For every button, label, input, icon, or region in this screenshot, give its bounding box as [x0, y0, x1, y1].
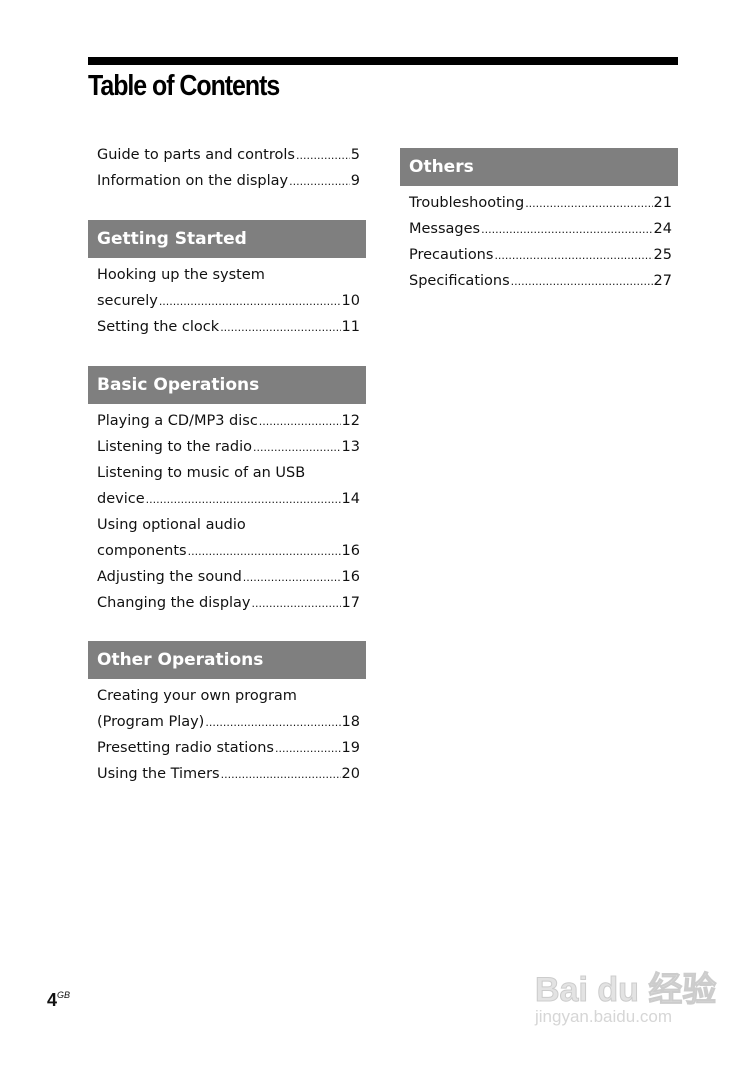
dot-leader	[188, 538, 341, 564]
toc-entry-title: Messages	[409, 221, 481, 237]
dot-leader	[259, 408, 341, 434]
page-number-value: 4	[47, 990, 58, 1010]
dot-leader	[525, 190, 652, 216]
toc-entry-page: 25	[653, 247, 672, 263]
dot-leader	[481, 216, 652, 242]
section-heading: Other Operations	[88, 641, 366, 679]
toc-entry-title: (Program Play)	[97, 714, 205, 730]
toc-entry-page: 19	[341, 740, 360, 756]
dot-leader	[220, 314, 340, 340]
toc-entry-title: Playing a CD/MP3 disc	[97, 413, 258, 429]
page-region: GB	[57, 990, 71, 1000]
dot-leader	[146, 486, 341, 512]
toc-entry-title: Specifications	[409, 273, 510, 289]
dot-leader	[253, 434, 341, 460]
toc-entry-page: 16	[341, 569, 360, 585]
page-title: Table of Contents	[88, 70, 280, 102]
toc-entry[interactable]: (Program Play) 18	[97, 709, 360, 735]
section-basic-operations: Basic Operations Playing a CD/MP3 disc 12 L…	[88, 366, 366, 616]
toc-entry[interactable]: Troubleshooting 21	[409, 190, 672, 216]
toc-entry-title: Adjusting the sound	[97, 569, 242, 585]
toc-entry[interactable]: securely 10	[97, 288, 360, 314]
toc-entry-title: Using the Timers	[97, 766, 220, 782]
section-heading: Others	[400, 148, 678, 186]
dot-leader	[296, 142, 350, 168]
toc-entry-page: 10	[341, 293, 360, 309]
toc-entry-page: 27	[653, 273, 672, 289]
toc-entry[interactable]: components 16	[97, 538, 360, 564]
watermark-url: jingyan.baidu.com	[535, 1007, 673, 1026]
dot-leader	[159, 288, 341, 314]
dot-leader	[221, 761, 341, 787]
toc-entry-page: 18	[341, 714, 360, 730]
toc-list: Playing a CD/MP3 disc 12 Listening to the …	[88, 408, 366, 616]
toc-entry-title: Changing the display	[97, 595, 251, 611]
toc-entry-line1[interactable]: Using optional audio	[97, 517, 246, 533]
intro-list: Guide to parts and controls 5 Information …	[88, 142, 366, 194]
toc-entry-page: 17	[341, 595, 360, 611]
toc-entry-title: Precautions	[409, 247, 494, 263]
toc-entry[interactable]: Listening to the radio 13	[97, 434, 360, 460]
toc-entry-line1[interactable]: Creating your own program	[97, 688, 297, 704]
toc-entry-line1[interactable]: Hooking up the system	[97, 267, 265, 283]
toc-entry[interactable]: Adjusting the sound 16	[97, 564, 360, 590]
section-heading: Getting Started	[88, 220, 366, 258]
toc-entry-title: Setting the clock	[97, 319, 220, 335]
toc-entry-title: Presetting radio stations	[97, 740, 274, 756]
toc-entry-page: 11	[341, 319, 360, 335]
dot-leader	[252, 590, 341, 616]
toc-entry-page: 9	[350, 173, 360, 189]
toc-entry-title: Information on the display	[97, 173, 289, 189]
page-number: 4GB	[47, 990, 70, 1011]
section-other-operations: Other Operations Creating your own progra…	[88, 641, 366, 787]
toc-entry[interactable]: Using the Timers 20	[97, 761, 360, 787]
toc-entry-title: Guide to parts and controls	[97, 147, 295, 163]
toc-entry[interactable]: Specifications 27	[409, 268, 672, 294]
top-rule	[88, 57, 678, 65]
toc-list: Troubleshooting 21 Messages 24 Precautions 25…	[400, 190, 678, 294]
toc-entry-page: 12	[341, 413, 360, 429]
toc-entry-page: 24	[653, 221, 672, 237]
dot-leader	[289, 168, 350, 194]
toc-entry[interactable]: Messages 24	[409, 216, 672, 242]
toc-entry-title: Listening to the radio	[97, 439, 253, 455]
toc-entry-line1[interactable]: Listening to music of an USB	[97, 465, 306, 481]
toc-entry-title: Troubleshooting	[409, 195, 525, 211]
toc-list: Hooking up the system securely 10 Setting t…	[88, 262, 366, 340]
toc-entry-page: 20	[341, 766, 360, 782]
section-others: Others Troubleshooting 21 Messages 24 Precaut…	[400, 148, 678, 294]
toc-entry[interactable]: Changing the display 17	[97, 590, 360, 616]
toc-entry-page: 21	[653, 195, 672, 211]
dot-leader	[494, 242, 652, 268]
dot-leader	[275, 735, 341, 761]
toc-entry[interactable]: Information on the display 9	[97, 168, 360, 194]
toc-entry[interactable]: Presetting radio stations 19	[97, 735, 360, 761]
toc-entry[interactable]: device 14	[97, 486, 360, 512]
dot-leader	[243, 564, 341, 590]
toc-entry-page: 16	[341, 543, 360, 559]
toc-entry-title: securely	[97, 293, 158, 309]
toc-entry-page: 5	[350, 147, 360, 163]
baidu-watermark: Bai du 经验 jingyan.baidu.com	[534, 962, 717, 1027]
dot-leader	[511, 268, 653, 294]
toc-entry-title: device	[97, 491, 145, 507]
dot-leader	[205, 709, 340, 735]
toc-entry[interactable]: Playing a CD/MP3 disc 12	[97, 408, 360, 434]
toc-entry-page: 14	[341, 491, 360, 507]
section-heading: Basic Operations	[88, 366, 366, 404]
toc-entry[interactable]: Setting the clock 11	[97, 314, 360, 340]
toc-entry-title: components	[97, 543, 187, 559]
toc-list: Creating your own program (Program Play) 1…	[88, 683, 366, 787]
watermark-brand: Bai du 经验	[534, 971, 717, 1010]
toc-entry[interactable]: Precautions 25	[409, 242, 672, 268]
toc-entry-page: 13	[341, 439, 360, 455]
toc-entry[interactable]: Guide to parts and controls 5	[97, 142, 360, 168]
section-getting-started: Getting Started Hooking up the system secu…	[88, 220, 366, 340]
toc-list: Guide to parts and controls 5 Information …	[88, 142, 366, 194]
